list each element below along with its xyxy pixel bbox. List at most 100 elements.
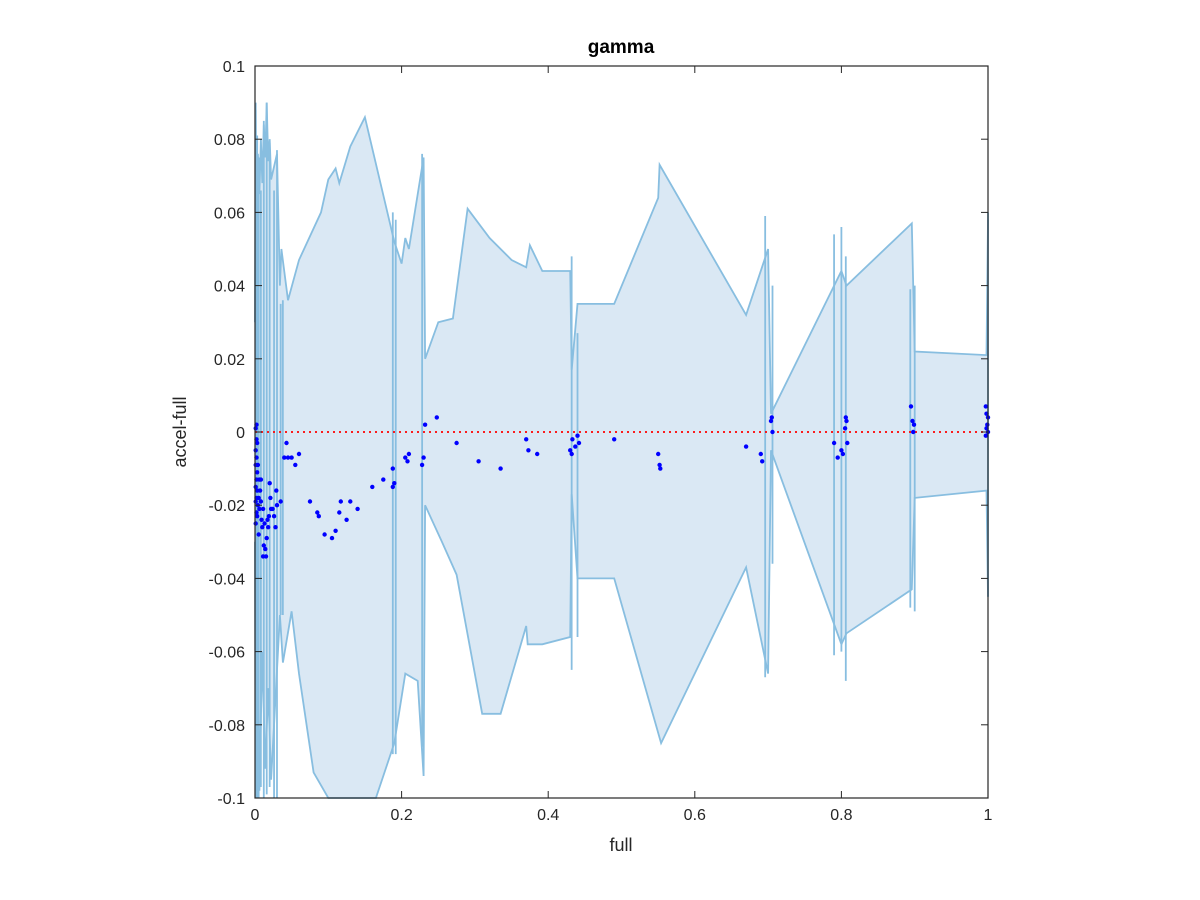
x-tick-label: 0 xyxy=(251,807,260,824)
data-point xyxy=(262,521,267,526)
data-point xyxy=(278,499,283,504)
data-point xyxy=(329,535,335,541)
data-point xyxy=(307,499,313,504)
data-point xyxy=(657,462,662,468)
axes: 0 0.2 0.4 0.6 0.8 1 -0.1 -0.08 -0.06 -0.04 -0.02 0 0… xyxy=(209,59,993,824)
data-point xyxy=(255,470,260,475)
x-tick-label: 0.8 xyxy=(830,807,852,824)
data-point xyxy=(337,510,342,515)
data-point xyxy=(282,455,287,460)
data-point xyxy=(568,448,573,453)
data-point xyxy=(908,404,914,409)
data-point xyxy=(381,477,386,482)
data-point xyxy=(911,429,916,435)
y-tick-label: 0.1 xyxy=(223,59,245,76)
data-point xyxy=(271,514,277,519)
data-point xyxy=(770,429,775,435)
data-point xyxy=(258,499,264,504)
data-point xyxy=(284,440,289,446)
x-tick-label: 1 xyxy=(984,807,993,824)
data-point xyxy=(743,444,749,449)
y-tick-label: 0 xyxy=(236,425,245,442)
data-point xyxy=(845,440,850,446)
band-lower-edge xyxy=(254,449,989,799)
data-point xyxy=(338,499,343,504)
data-point xyxy=(255,440,260,446)
x-axis-label: full xyxy=(609,835,632,855)
x-tick-label: 0.4 xyxy=(537,807,559,824)
data-point xyxy=(843,415,848,420)
chart-title: gamma xyxy=(588,37,655,58)
data-point xyxy=(476,459,481,464)
data-point xyxy=(454,440,459,446)
y-tick-label: -0.1 xyxy=(217,791,245,808)
data-point xyxy=(255,462,261,468)
data-point xyxy=(421,455,426,460)
y-tick-label: 0.04 xyxy=(214,279,245,296)
data-point xyxy=(289,455,294,460)
data-point xyxy=(260,525,265,530)
x-tick-label: 0.6 xyxy=(684,807,706,824)
data-point xyxy=(983,433,988,438)
band-area xyxy=(255,102,988,799)
data-point xyxy=(333,528,338,533)
data-point xyxy=(403,455,408,460)
data-point xyxy=(405,459,410,464)
data-point xyxy=(256,495,261,501)
data-point xyxy=(535,451,540,457)
data-point xyxy=(526,448,531,453)
data-point xyxy=(260,506,266,512)
data-point xyxy=(355,506,360,512)
data-point xyxy=(831,440,837,446)
data-point xyxy=(266,514,272,519)
data-point xyxy=(392,481,397,486)
data-point xyxy=(261,543,266,548)
data-point xyxy=(576,440,582,446)
y-tick-label: -0.06 xyxy=(209,645,246,662)
data-point xyxy=(274,503,280,508)
data-point xyxy=(569,451,574,457)
y-tick-label: -0.02 xyxy=(209,498,246,515)
data-point xyxy=(253,448,258,453)
data-point xyxy=(344,517,349,522)
data-point xyxy=(419,462,425,468)
data-point xyxy=(257,488,263,493)
data-point xyxy=(390,484,395,490)
y-tick-label: 0.02 xyxy=(214,352,245,369)
data-point xyxy=(273,525,278,530)
data-point xyxy=(316,514,321,519)
x-tick-label: 0.2 xyxy=(390,807,412,824)
data-point xyxy=(575,433,580,438)
data-point xyxy=(260,554,266,559)
data-point xyxy=(758,451,763,457)
data-point xyxy=(844,418,849,424)
data-point xyxy=(315,510,320,515)
data-point xyxy=(839,448,844,453)
data-point xyxy=(263,546,268,552)
y-tick-label: 0.08 xyxy=(214,132,245,149)
data-point xyxy=(270,506,275,512)
data-point xyxy=(256,532,261,537)
data-point xyxy=(267,481,272,486)
data-points xyxy=(253,404,991,559)
data-point xyxy=(768,418,774,424)
data-point xyxy=(573,444,578,449)
data-point xyxy=(983,404,988,409)
data-point xyxy=(264,535,269,541)
data-point xyxy=(422,422,428,427)
data-point xyxy=(296,451,302,457)
data-point xyxy=(285,455,291,460)
data-point xyxy=(266,525,271,530)
data-point xyxy=(265,517,270,522)
data-point xyxy=(656,451,661,457)
y-axis-label: accel-full xyxy=(170,396,190,467)
data-point xyxy=(524,437,529,442)
data-point xyxy=(390,466,395,471)
data-point xyxy=(259,517,264,522)
confidence-band xyxy=(254,102,989,799)
data-point xyxy=(842,426,848,431)
data-point xyxy=(293,462,298,468)
data-point xyxy=(434,415,439,420)
data-point xyxy=(258,477,264,482)
data-point xyxy=(274,488,279,493)
